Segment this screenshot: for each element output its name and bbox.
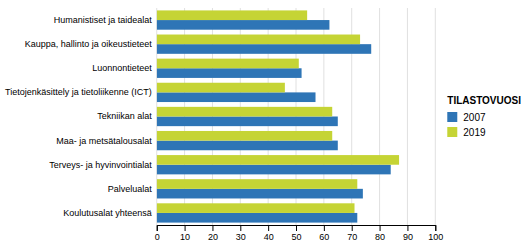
bar-series [157,20,391,223]
x-tick: 50 [292,225,302,242]
y-tick: Luonnontieteet [92,63,152,73]
legend-label: 2007 [463,112,486,123]
y-tick: Tietojenkäsittely ja tietoliikenne (ICT) [5,87,152,97]
bar-series [157,10,399,213]
x-tick-label: 30 [236,232,246,242]
x-tick-mark [296,225,297,231]
bar [157,131,332,141]
y-tick: Koulutusalat yhteensä [63,208,152,218]
bar [157,165,391,175]
x-tick-label: 100 [428,232,443,242]
x-tick-mark [380,225,381,231]
y-tick: Terveys- ja hyvinvointialat [49,160,152,170]
x-tick-mark [407,225,408,231]
x-tick-mark [240,225,241,231]
y-tick: Maa- ja metsätalousalat [56,135,152,145]
x-tick-mark [212,225,213,231]
x-tick: 40 [264,225,274,242]
bar [157,92,316,102]
x-tick-mark [352,225,353,231]
x-axis-line [157,226,436,232]
bar [157,83,285,93]
x-tick: 80 [375,225,385,242]
bar [157,117,338,127]
x-tick-label: 90 [403,232,413,242]
y-tick: Tekniikan alat [97,111,152,121]
x-tick: 30 [236,225,246,242]
x-tick-mark [268,225,269,231]
bar [157,44,371,54]
grid-line [407,8,408,225]
y-tick-label: Palvelualat [108,184,153,194]
bar [157,59,299,69]
x-tick: 10 [180,225,190,242]
plot: 0 10 20 30 40 50 60 70 80 90 100 Humanistiset ja ta… [5,8,443,242]
legend-item: 2019 [447,127,486,138]
bar [157,20,330,30]
x-axis: 0 10 20 30 40 50 60 70 80 90 100 [155,225,444,242]
x-tick-label: 60 [319,232,329,242]
x-tick: 100 [428,225,443,242]
legend-title: TILASTOVUOSI [447,95,521,106]
bar [157,35,360,45]
legend-item: 2007 [447,112,486,123]
x-tick-label: 80 [375,232,385,242]
legend: TILASTOVUOSI 2007 2019 [447,95,521,138]
x-tick-label: 10 [180,232,190,242]
y-tick-label: Terveys- ja hyvinvointialat [49,160,152,170]
y-tick-label: Maa- ja metsätalousalat [56,135,152,145]
x-tick-mark [435,225,436,231]
grid [157,8,436,225]
bar [157,155,399,165]
x-tick-label: 70 [347,232,357,242]
y-tick-label: Tietojenkäsittely ja tietoliikenne (ICT) [5,87,152,97]
x-tick: 60 [319,225,329,242]
y-tick-label: Humanistiset ja taidealat [54,15,153,25]
y-tick-label: Kauppa, hallinto ja oikeustieteet [25,39,153,49]
y-tick-label: Luonnontieteet [92,63,152,73]
bar [157,179,358,189]
x-tick-mark [157,225,158,231]
x-tick: 90 [403,225,413,242]
y-tick-label: Koulutusalat yhteensä [63,208,152,218]
y-axis: Humanistiset ja taidealat Kauppa, hallint… [5,15,152,218]
y-tick-label: Tekniikan alat [97,111,152,121]
y-tick: Kauppa, hallinto ja oikeustieteet [25,39,153,49]
x-tick: 70 [347,225,357,242]
bars [157,10,399,222]
x-tick-label: 20 [208,232,218,242]
x-tick-label: 40 [264,232,274,242]
bar [157,68,302,78]
bar [157,10,307,20]
bar [157,203,355,213]
x-tick-mark [185,225,186,231]
grid-line [379,8,380,225]
chart: 0 10 20 30 40 50 60 70 80 90 100 Humanistiset ja ta… [0,0,529,249]
x-tick: 20 [208,225,218,242]
grid-line [435,8,436,225]
x-tick: 0 [155,225,160,242]
bar [157,213,358,223]
x-tick-mark [324,225,325,231]
bar [157,189,363,199]
legend-swatch [447,112,457,122]
x-tick-label: 50 [292,232,302,242]
bar [157,107,332,117]
legend-label: 2019 [463,127,486,138]
y-tick: Humanistiset ja taidealat [54,15,153,25]
legend-swatch [447,127,457,137]
y-tick: Palvelualat [108,184,153,194]
x-tick-label: 0 [155,232,160,242]
bar [157,141,338,151]
